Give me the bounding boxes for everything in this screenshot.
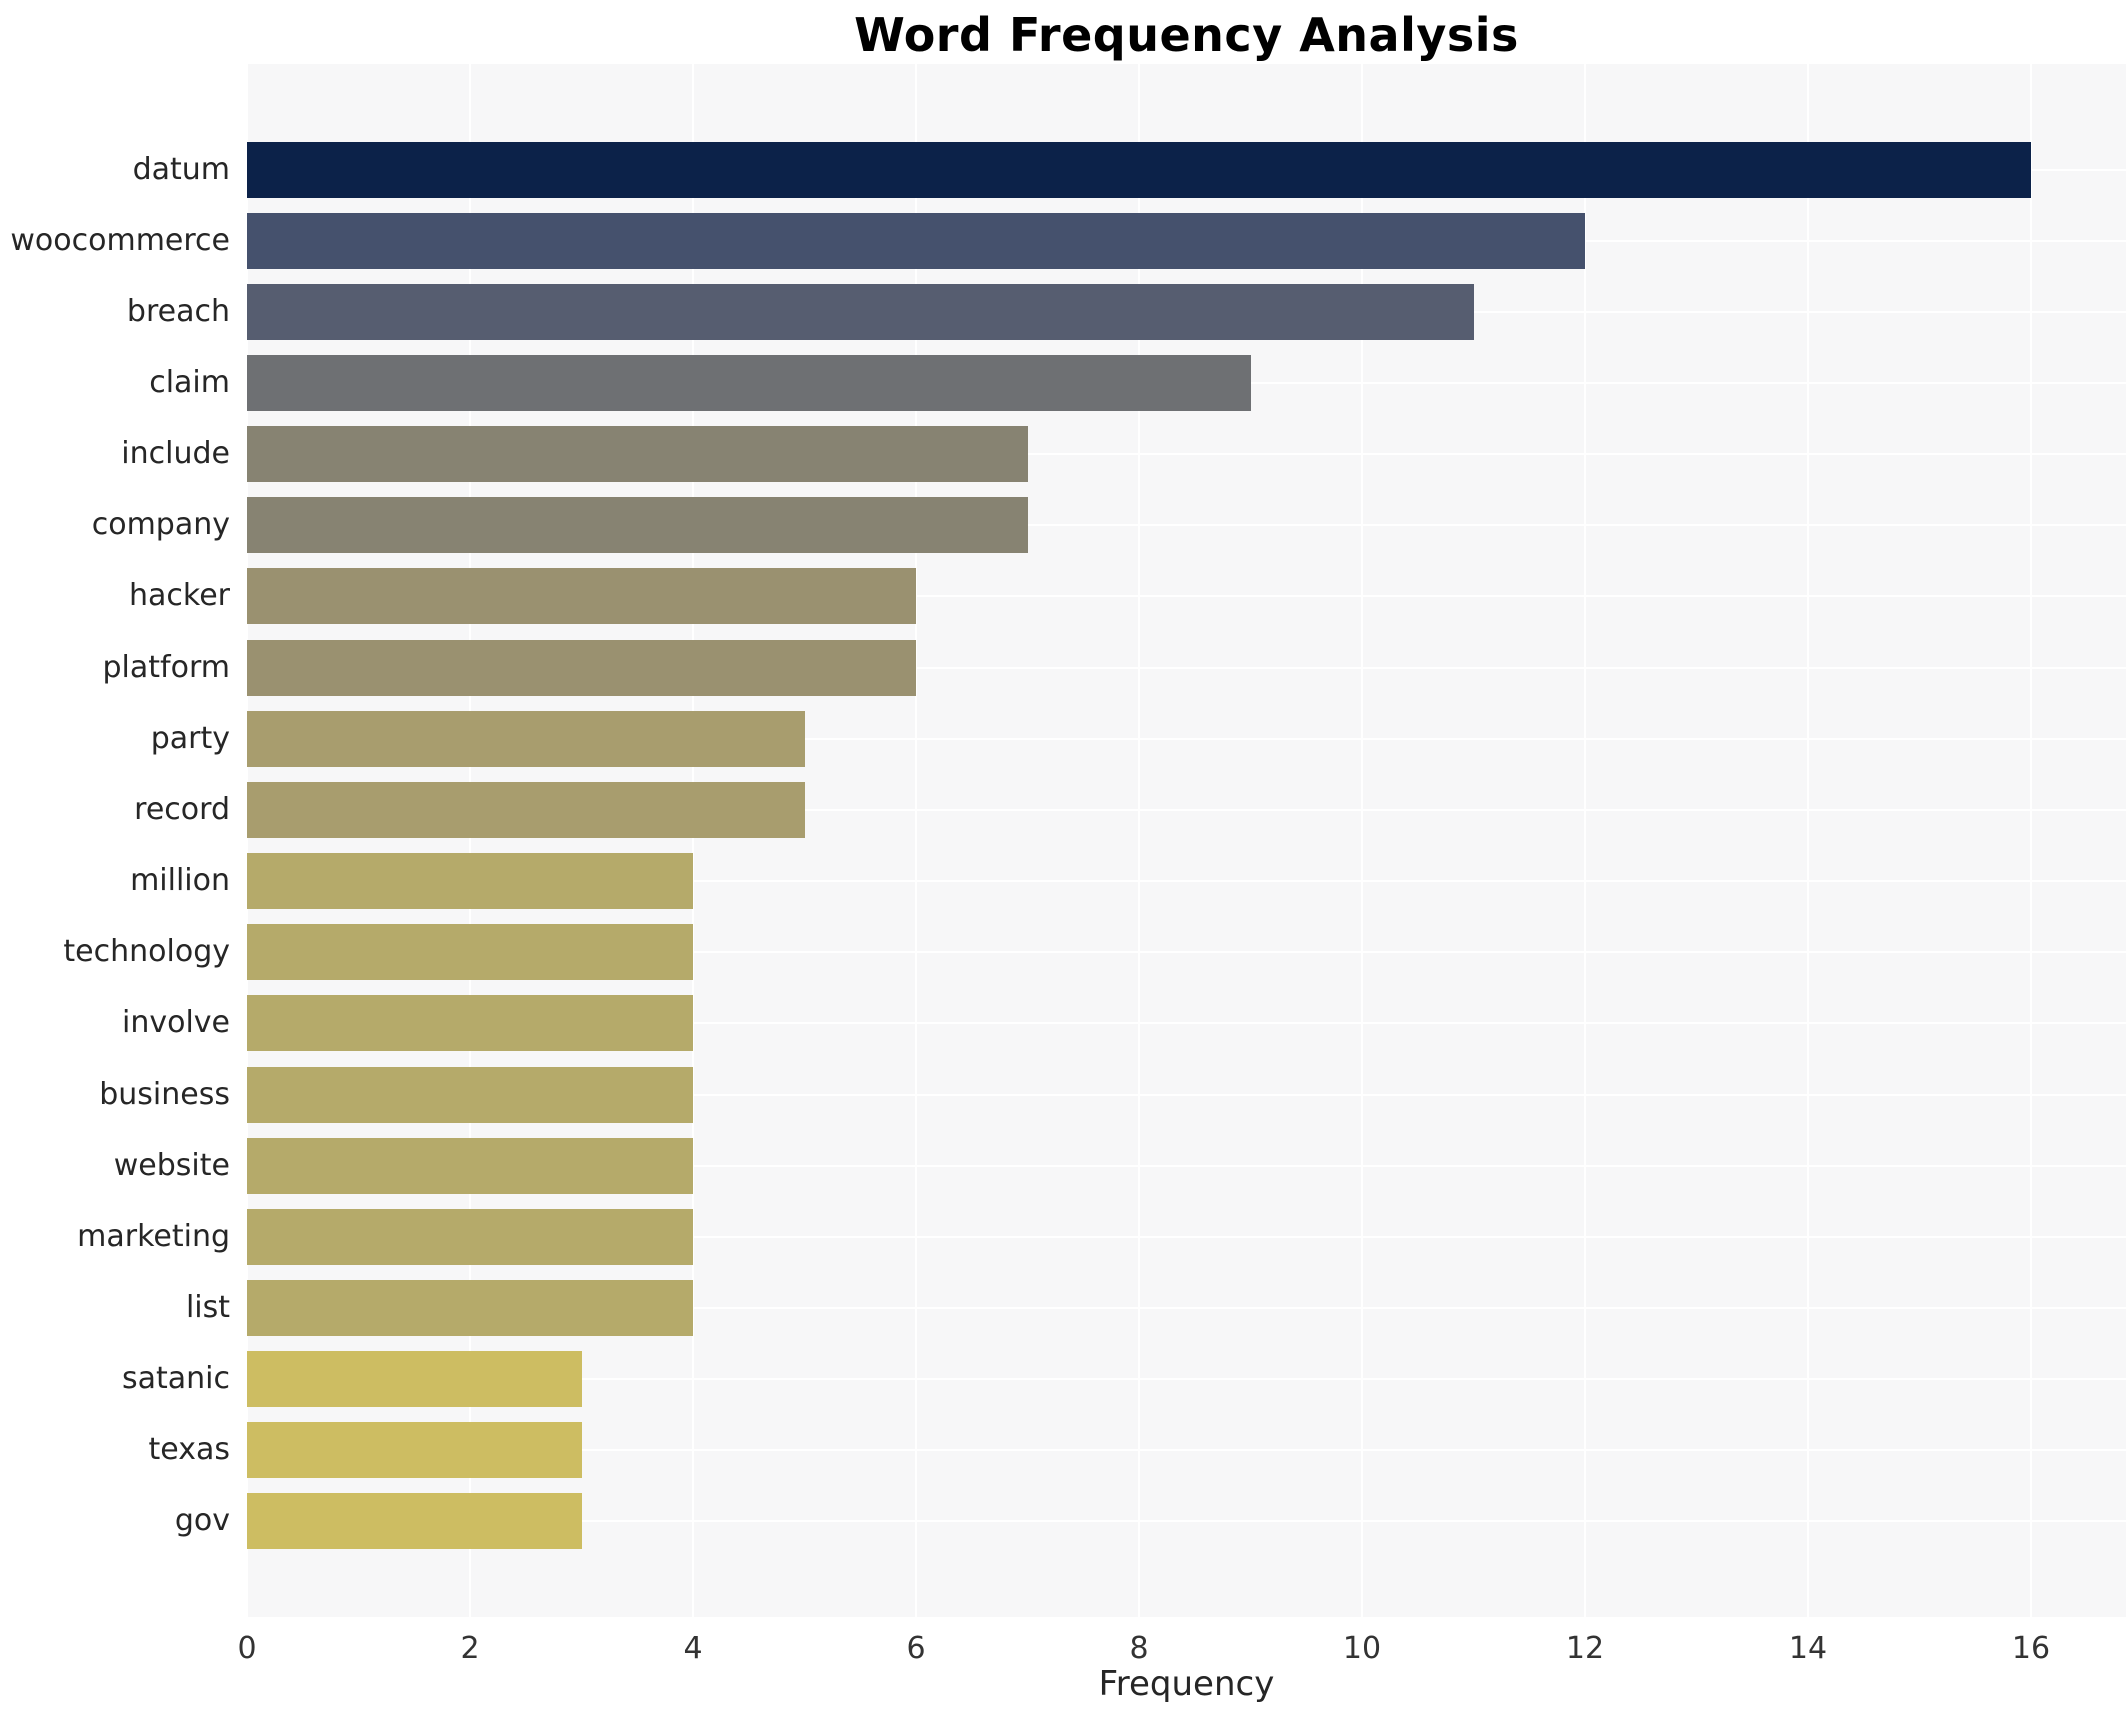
horizontal-gridline (247, 880, 2126, 883)
y-tick-label-involve: involve (121, 1005, 230, 1041)
y-tick-label-breach: breach (126, 293, 230, 329)
horizontal-gridline (247, 1093, 2126, 1096)
y-tick-label-technology: technology (63, 934, 230, 970)
plot-area (246, 64, 2126, 1617)
y-tick-label-woocommerce: woocommerce (10, 222, 230, 258)
bar-gov (247, 1493, 582, 1550)
bar-platform (247, 639, 916, 696)
horizontal-gridline (247, 1449, 2126, 1452)
x-tick-label-0: 0 (237, 1631, 257, 1666)
y-tick-label-marketing: marketing (77, 1218, 230, 1254)
y-tick-label-million: million (130, 863, 230, 899)
bar-list (247, 1279, 693, 1336)
horizontal-gridline (247, 453, 2126, 456)
y-tick-label-hacker: hacker (129, 578, 230, 614)
y-tick-label-gov: gov (174, 1503, 230, 1539)
y-tick-label-datum: datum (132, 151, 230, 187)
bar-include (247, 426, 1028, 483)
vertical-gridline (469, 64, 471, 1617)
y-tick-label-satanic: satanic (121, 1361, 230, 1397)
bar-texas (247, 1422, 582, 1479)
y-tick-label-claim: claim (149, 365, 230, 401)
bar-business (247, 1066, 693, 1123)
horizontal-gridline (247, 1520, 2126, 1523)
bar-woocommerce (247, 212, 1585, 269)
vertical-gridline (1807, 64, 1809, 1617)
vertical-gridline (1138, 64, 1140, 1617)
y-tick-label-list: list (185, 1289, 230, 1325)
bar-hacker (247, 568, 916, 625)
bar-satanic (247, 1351, 582, 1408)
x-tick-label-10: 10 (1342, 1631, 1382, 1666)
y-tick-label-website: website (113, 1147, 230, 1183)
horizontal-gridline (247, 524, 2126, 527)
horizontal-gridline (247, 737, 2126, 740)
bar-company (247, 497, 1028, 554)
horizontal-gridline (247, 808, 2126, 811)
x-tick-label-4: 4 (683, 1631, 703, 1666)
horizontal-gridline (247, 666, 2126, 669)
horizontal-gridline (247, 1306, 2126, 1309)
y-tick-label-party: party (150, 720, 230, 756)
bar-datum (247, 141, 2031, 198)
y-tick-label-company: company (91, 507, 230, 543)
horizontal-gridline (247, 1022, 2126, 1025)
x-tick-label-6: 6 (906, 1631, 926, 1666)
bar-technology (247, 924, 693, 981)
y-tick-label-texas: texas (148, 1432, 230, 1468)
horizontal-gridline (247, 1378, 2126, 1381)
x-axis-label: Frequency (1098, 1664, 1275, 1704)
vertical-gridline (915, 64, 917, 1617)
vertical-gridline (2030, 64, 2032, 1617)
bar-claim (247, 355, 1251, 412)
y-tick-label-include: include (121, 436, 230, 472)
x-tick-label-2: 2 (460, 1631, 480, 1666)
vertical-gridline (1361, 64, 1363, 1617)
bar-million (247, 853, 693, 910)
x-tick-label-8: 8 (1129, 1631, 1149, 1666)
vertical-gridline (692, 64, 694, 1617)
horizontal-gridline (247, 1164, 2126, 1167)
bar-marketing (247, 1208, 693, 1265)
vertical-gridline (246, 64, 248, 1617)
horizontal-gridline (247, 951, 2126, 954)
bar-website (247, 1137, 693, 1194)
x-tick-label-12: 12 (1565, 1631, 1605, 1666)
y-tick-label-business: business (99, 1076, 230, 1112)
bar-involve (247, 995, 693, 1052)
y-tick-label-platform: platform (102, 649, 230, 685)
chart-title: Word Frequency Analysis (854, 8, 1519, 62)
x-tick-label-16: 16 (2011, 1631, 2051, 1666)
horizontal-gridline (247, 595, 2126, 598)
vertical-gridline (1584, 64, 1586, 1617)
bar-breach (247, 283, 1474, 340)
bar-record (247, 781, 805, 838)
bar-party (247, 710, 805, 767)
y-tick-label-record: record (134, 791, 230, 827)
x-tick-label-14: 14 (1788, 1631, 1828, 1666)
horizontal-gridline (247, 1235, 2126, 1238)
